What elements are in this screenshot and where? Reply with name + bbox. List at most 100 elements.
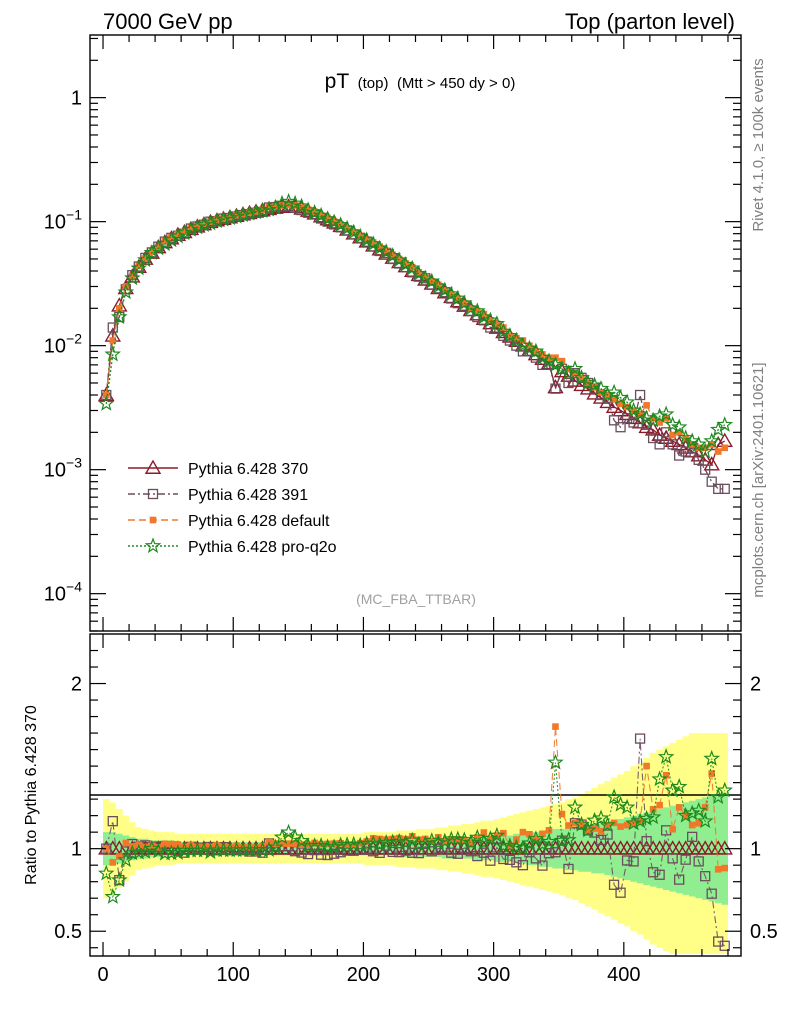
data-point-filled-square bbox=[135, 262, 143, 270]
data-point-filled-square bbox=[558, 810, 566, 818]
x-tick-label: 400 bbox=[607, 964, 640, 986]
data-point-filled-square bbox=[259, 842, 266, 850]
data-point-filled-square bbox=[675, 429, 683, 436]
data-point-star bbox=[664, 781, 681, 798]
data-point-star bbox=[286, 194, 304, 211]
data-point-filled-square bbox=[487, 317, 494, 324]
data-point-star bbox=[638, 809, 655, 826]
legend-item: Pythia 6.428 391 bbox=[128, 487, 308, 504]
data-point-filled-square bbox=[571, 369, 579, 377]
ratio-plot-panel: 0.5 0.5 1 1 2 2 Ratio to Pythia 6.428 370 bbox=[23, 633, 778, 957]
y-tick-label: 10−1 bbox=[44, 207, 82, 234]
data-point-filled-square bbox=[565, 822, 572, 829]
data-point-star bbox=[267, 838, 284, 855]
data-point-filled-square bbox=[207, 843, 214, 851]
data-point-triangle bbox=[98, 386, 115, 401]
data-point-star bbox=[651, 770, 668, 787]
data-point-filled-square bbox=[402, 260, 410, 267]
data-point-star bbox=[306, 203, 323, 220]
data-point-open-square bbox=[394, 847, 405, 858]
data-point-filled-square bbox=[578, 821, 585, 828]
data-point-star bbox=[104, 345, 122, 362]
data-point-filled-square bbox=[519, 828, 527, 836]
data-point-star bbox=[586, 811, 603, 828]
data-point-star bbox=[397, 256, 415, 272]
data-point-filled-square bbox=[265, 203, 273, 211]
data-point-filled-square bbox=[656, 419, 663, 426]
data-point-filled-square bbox=[688, 821, 696, 829]
data-point-open-square bbox=[413, 847, 424, 859]
data-point-star bbox=[117, 283, 135, 300]
data-point-star bbox=[351, 836, 369, 853]
series-3 bbox=[97, 192, 734, 459]
data-point-open-square bbox=[634, 389, 646, 401]
data-point-filled-square bbox=[662, 414, 670, 422]
data-point-star bbox=[469, 302, 486, 319]
data-point-star bbox=[221, 209, 239, 226]
ratio-plot-frame bbox=[89, 633, 742, 957]
data-point-star bbox=[462, 834, 480, 850]
data-point-star bbox=[195, 216, 213, 232]
data-point-filled-square bbox=[701, 804, 709, 811]
data-point-filled-square bbox=[187, 224, 195, 232]
data-point-open-square bbox=[550, 847, 561, 858]
data-point-star bbox=[169, 227, 187, 244]
main-axis-ticks bbox=[90, 35, 741, 632]
chart-title-main: pT bbox=[325, 70, 350, 93]
data-point-filled-square bbox=[311, 208, 318, 216]
data-point-star bbox=[696, 812, 714, 829]
data-point-star bbox=[299, 201, 317, 218]
main-data-layer bbox=[97, 192, 734, 495]
data-point-filled-square bbox=[356, 232, 364, 240]
data-point-filled-square bbox=[200, 843, 208, 851]
data-point-star bbox=[358, 231, 375, 248]
data-point-star bbox=[631, 405, 649, 422]
mcplots-side-label: mcplots.cern.ch [arXiv:2401.10621] bbox=[750, 362, 767, 597]
data-point-filled-square bbox=[343, 841, 351, 849]
data-point-open-square bbox=[107, 815, 118, 827]
data-point-open-square bbox=[296, 847, 307, 858]
data-point-open-square bbox=[621, 855, 633, 866]
data-point-open-square bbox=[537, 860, 548, 871]
data-point-open-square bbox=[608, 415, 620, 426]
data-point-star bbox=[260, 200, 278, 217]
data-point-filled-square bbox=[421, 273, 429, 280]
data-point-filled-square bbox=[278, 840, 286, 847]
data-point-star bbox=[436, 281, 454, 298]
data-point-star bbox=[618, 798, 636, 815]
legend-item: Pythia 6.428 pro-q2o bbox=[128, 537, 337, 556]
data-point-open-square bbox=[654, 869, 665, 880]
data-point-star bbox=[716, 781, 734, 798]
ratio-y-axis-label: Ratio to Pythia 6.428 370 bbox=[23, 705, 40, 885]
data-point-star bbox=[144, 537, 162, 554]
data-point-open-square bbox=[511, 857, 522, 868]
data-point-star bbox=[605, 788, 623, 805]
data-point-open-square bbox=[426, 846, 437, 857]
data-point-filled-square bbox=[129, 272, 136, 280]
data-point-star bbox=[618, 393, 636, 410]
data-point-filled-square bbox=[682, 812, 689, 819]
data-point-triangle bbox=[638, 418, 655, 434]
data-point-star bbox=[228, 207, 245, 224]
data-point-star bbox=[124, 844, 141, 861]
data-point-filled-square bbox=[142, 255, 149, 262]
data-point-star bbox=[377, 833, 395, 850]
data-point-filled-square bbox=[382, 247, 390, 255]
data-point-open-square bbox=[550, 383, 561, 394]
data-point-star bbox=[332, 216, 349, 232]
data-point-star bbox=[540, 352, 558, 369]
data-point-star bbox=[104, 888, 122, 904]
x-tick-label: 100 bbox=[217, 964, 250, 986]
data-point-filled-square bbox=[474, 834, 481, 841]
data-point-star bbox=[612, 795, 629, 812]
data-point-open-square bbox=[387, 846, 398, 858]
data-point-open-square bbox=[485, 855, 496, 866]
data-point-filled-square bbox=[272, 840, 279, 847]
data-point-filled-square bbox=[330, 217, 338, 225]
data-point-filled-square bbox=[389, 251, 397, 259]
data-point-star bbox=[657, 405, 675, 422]
data-point-filled-square bbox=[617, 823, 624, 830]
data-point-filled-square bbox=[545, 354, 553, 361]
data-point-star bbox=[631, 812, 649, 829]
main-y-tick-labels: 10−4 10−3 10−2 10−1 1 bbox=[44, 88, 82, 606]
